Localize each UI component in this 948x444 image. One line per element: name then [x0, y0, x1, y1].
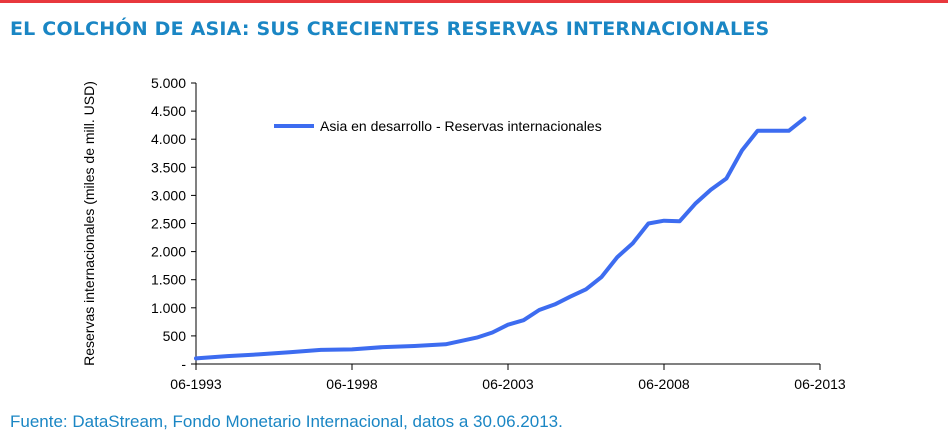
legend: Asia en desarrollo - Reservas internacio…: [274, 118, 602, 134]
y-tick-label: 5.000: [151, 75, 186, 91]
y-tick-label: 2.500: [151, 216, 186, 232]
y-tick-label: 4.500: [151, 103, 186, 119]
top-accent-rule: [0, 0, 948, 3]
page-title: EL COLCHÓN DE ASIA: SUS CRECIENTES RESER…: [10, 18, 770, 40]
y-tick-label: 3.000: [151, 187, 186, 203]
chart-svg: - 500 1.000 1.500 2.000 2.500 3.000 3.500 4.000 4…: [81, 75, 846, 392]
y-tick-label: 3.500: [151, 159, 186, 175]
y-axis-label: Reservas internacionales (miles de mill.…: [81, 81, 97, 366]
legend-label: Asia en desarrollo - Reservas internacio…: [320, 118, 602, 134]
x-tick-label: 06-2013: [794, 376, 846, 392]
x-axis: 06-1993 06-1998 06-2003 06-2008 06-2013: [170, 363, 846, 392]
y-tick-label: 4.000: [151, 131, 186, 147]
reserves-line-chart: - 500 1.000 1.500 2.000 2.500 3.000 3.500 4.000 4…: [0, 55, 948, 395]
y-axis: - 500 1.000 1.500 2.000 2.500 3.000 3.500 4.000 4…: [151, 75, 197, 372]
y-tick-label: -: [181, 356, 186, 372]
y-tick-label: 2.000: [151, 244, 186, 260]
series-group: [194, 116, 807, 361]
y-tick-label: 1.500: [151, 272, 186, 288]
source-note: Fuente: DataStream, Fondo Monetario Inte…: [10, 412, 563, 431]
x-tick-label: 06-2008: [638, 376, 690, 392]
x-tick-label: 06-1998: [326, 376, 378, 392]
x-tick-label: 06-1993: [170, 376, 222, 392]
y-tick-label: 1.000: [151, 300, 186, 316]
x-tick-label: 06-2003: [482, 376, 534, 392]
y-tick-label: 500: [163, 328, 187, 344]
series-line: [194, 116, 807, 361]
